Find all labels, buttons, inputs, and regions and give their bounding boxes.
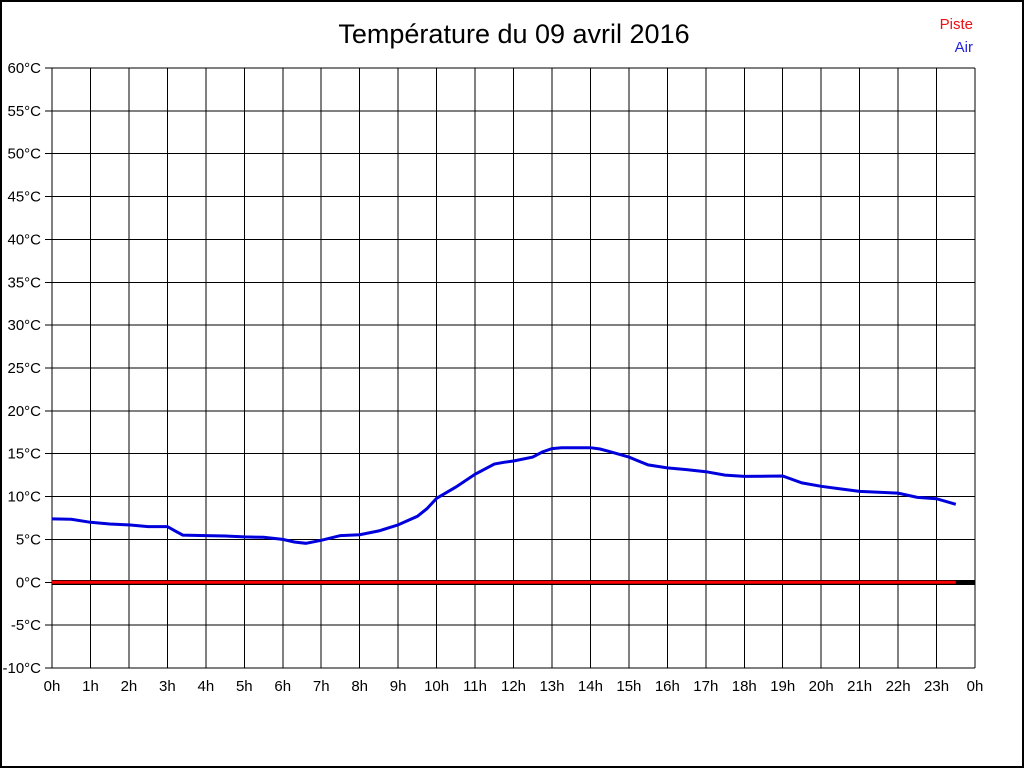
x-tick-label: 3h — [159, 678, 176, 695]
x-tick-label: 7h — [313, 678, 330, 695]
x-tick-label: 12h — [501, 678, 526, 695]
x-tick-label: 8h — [351, 678, 368, 695]
y-tick-label: 10°C — [7, 489, 41, 506]
y-tick-label: 50°C — [7, 146, 41, 163]
y-tick-label: 20°C — [7, 403, 41, 420]
x-tick-label: 9h — [390, 678, 407, 695]
x-tick-label: 22h — [886, 678, 911, 695]
y-tick-label: 30°C — [7, 317, 41, 334]
y-tick-label: 15°C — [7, 446, 41, 463]
x-tick-label: 23h — [924, 678, 949, 695]
x-tick-label: 6h — [274, 678, 291, 695]
x-tick-label: 10h — [424, 678, 449, 695]
y-tick-label: 35°C — [7, 274, 41, 291]
y-tick-label: -5°C — [11, 617, 41, 634]
x-tick-label: 11h — [463, 678, 487, 695]
x-tick-label: 2h — [121, 678, 138, 695]
page-title: Température du 09 avril 2016 — [338, 19, 690, 49]
x-tick-label: 1h — [82, 678, 99, 695]
x-tick-label: 14h — [578, 678, 603, 695]
chart-legend: Piste Air — [940, 13, 973, 59]
y-tick-label: 25°C — [7, 360, 41, 377]
x-tick-label: 15h — [616, 678, 641, 695]
x-tick-label: 19h — [770, 678, 795, 695]
x-tick-label: 0h — [44, 678, 61, 695]
x-tick-label: 4h — [197, 678, 214, 695]
x-tick-label: 5h — [236, 678, 253, 695]
legend-piste-label: Piste — [939, 16, 973, 33]
x-tick-label: 17h — [693, 678, 718, 695]
y-tick-label: -10°C — [2, 660, 41, 677]
y-tick-label: 45°C — [7, 189, 41, 206]
y-tick-label: 40°C — [7, 231, 41, 248]
x-tick-label: 16h — [655, 678, 680, 695]
x-tick-label: 20h — [809, 678, 834, 695]
x-tick-label: 0h — [967, 678, 984, 695]
x-tick-label: 18h — [732, 678, 757, 695]
x-tick-label: 13h — [539, 678, 564, 695]
y-tick-label: 5°C — [16, 531, 41, 548]
y-tick-label: 55°C — [7, 103, 41, 120]
legend-air-label: Air — [954, 39, 973, 56]
air-line — [51, 446, 957, 545]
x-tick-label: 21h — [847, 678, 872, 695]
y-tick-label: 0°C — [16, 574, 41, 591]
y-tick-label: 60°C — [7, 60, 41, 77]
